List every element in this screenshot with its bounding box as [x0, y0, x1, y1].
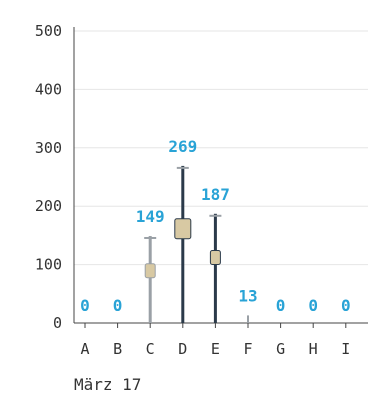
- x-tick-label: E: [211, 340, 220, 358]
- data-label: 269: [168, 137, 197, 156]
- data-label: 0: [308, 296, 318, 315]
- x-tick-label: F: [243, 340, 252, 358]
- x-tick-label: A: [80, 340, 89, 358]
- x-tick-label: B: [113, 340, 122, 358]
- axes: [73, 27, 368, 324]
- y-tick-label: 400: [35, 80, 62, 98]
- x-tick-label: I: [341, 340, 350, 358]
- x-tick-label: D: [178, 340, 187, 358]
- bars: [144, 165, 249, 323]
- bar-marker: [174, 218, 192, 240]
- y-tick-label: 500: [35, 22, 62, 40]
- data-label: 0: [113, 296, 123, 315]
- bar: [181, 165, 185, 323]
- data-label: 149: [136, 207, 165, 226]
- bar-marker: [144, 263, 156, 279]
- x-tick-label: G: [276, 340, 285, 358]
- bar: [247, 315, 249, 323]
- data-label: 187: [201, 185, 230, 204]
- bar: [213, 213, 217, 323]
- y-tick-label: 300: [35, 139, 62, 157]
- bar: [148, 235, 152, 323]
- data-label: 0: [276, 296, 286, 315]
- y-tick-label: 200: [35, 197, 62, 215]
- bar-marker: [209, 249, 221, 265]
- x-axis-title: März 17: [74, 375, 141, 394]
- x-tick-label: H: [309, 340, 318, 358]
- y-tick-label: 0: [53, 314, 62, 332]
- x-tick-label: C: [146, 340, 155, 358]
- x-axis-ticks: A B C D E F G H I: [80, 323, 350, 358]
- y-tick-label: 100: [35, 256, 62, 274]
- y-axis-ticks: 0 100 200 300 400 500: [35, 22, 62, 332]
- grid-lines: [74, 30, 368, 266]
- data-label: 0: [80, 296, 90, 315]
- data-label: 0: [341, 296, 351, 315]
- data-label: 13: [238, 286, 257, 305]
- data-labels: 0 0 149 269 187 13 0 0 0: [80, 137, 350, 315]
